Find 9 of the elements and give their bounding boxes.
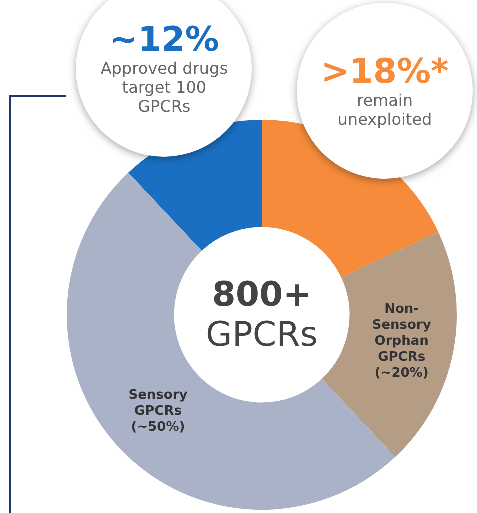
data-label: (~20%) [374, 366, 430, 382]
text: 800+ GPCRs [206, 275, 318, 355]
data-label: (~50%) [130, 420, 186, 436]
slice-label: Non-Sensory Orphan GPCRs [372, 302, 432, 366]
data-label: ~12% [110, 20, 220, 60]
slice-label: Sensory GPCRs [128, 388, 188, 420]
slice-label: remain unexploited [336, 91, 434, 130]
data-label: >18%* [321, 52, 449, 92]
slice-label: Approved drugs target 100 GPCRs [100, 59, 230, 116]
